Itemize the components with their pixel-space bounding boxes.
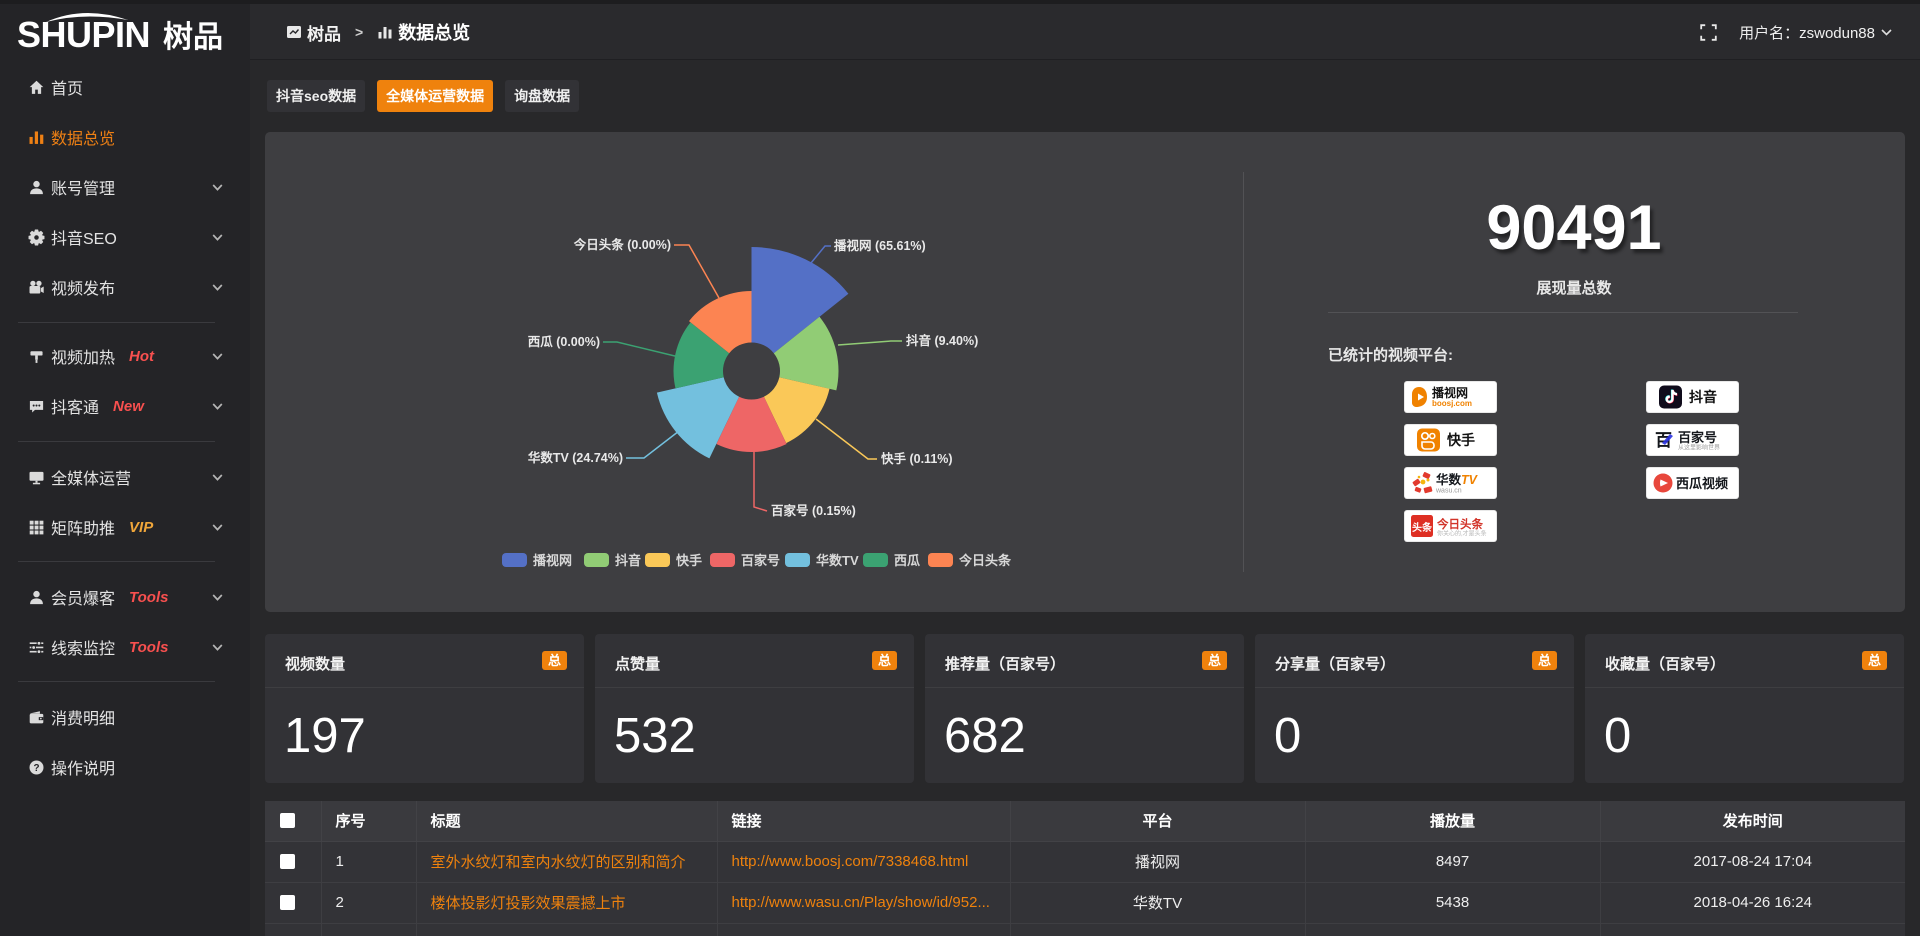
svg-text:TV: TV (1461, 473, 1479, 487)
svg-text:boosj.com: boosj.com (1432, 399, 1472, 408)
svg-text:华数TV: 华数TV (816, 553, 859, 568)
svg-text:百家号: 百家号 (741, 553, 780, 568)
svg-text:快手: 快手 (1447, 432, 1475, 448)
svg-text:西瓜视频: 西瓜视频 (1676, 476, 1728, 491)
svg-text:华数TV (24.74%): 华数TV (24.74%) (528, 450, 623, 465)
svg-text:wasu.cn: wasu.cn (1435, 488, 1462, 495)
svg-text:头条: 头条 (1412, 521, 1433, 534)
svg-text:西瓜: 西瓜 (894, 553, 920, 568)
svg-text:抖音: 抖音 (615, 553, 641, 568)
svg-text:你关心的,才是头条: 你关心的,才是头条 (1437, 530, 1487, 538)
svg-text:今日头条: 今日头条 (958, 553, 1012, 568)
svg-text:今日头条: 今日头条 (1436, 517, 1483, 531)
svg-text:从这里影响世界: 从这里影响世界 (1678, 444, 1720, 452)
svg-text:抖音 (9.40%): 抖音 (9.40%) (906, 333, 978, 348)
svg-text:SHUPIN: SHUPIN (17, 14, 150, 54)
svg-text:播视网: 播视网 (1432, 385, 1468, 400)
svg-text:树品: 树品 (163, 21, 223, 54)
svg-text:快手 (0.11%): 快手 (0.11%) (881, 451, 953, 466)
svg-text:播视网: 播视网 (533, 553, 572, 568)
svg-text:今日头条 (0.00%): 今日头条 (0.00%) (573, 237, 671, 252)
svg-text:百家号 (0.15%): 百家号 (0.15%) (771, 503, 856, 518)
svg-text:百: 百 (1655, 431, 1672, 450)
svg-text:百家号: 百家号 (1678, 430, 1717, 445)
svg-text:抖音: 抖音 (1689, 389, 1717, 405)
svg-text:快手: 快手 (676, 553, 702, 568)
svg-text:?: ? (33, 762, 39, 773)
svg-text:西瓜 (0.00%): 西瓜 (0.00%) (528, 335, 600, 349)
svg-text:播视网 (65.61%): 播视网 (65.61%) (834, 238, 926, 253)
svg-text:华数: 华数 (1436, 472, 1462, 487)
